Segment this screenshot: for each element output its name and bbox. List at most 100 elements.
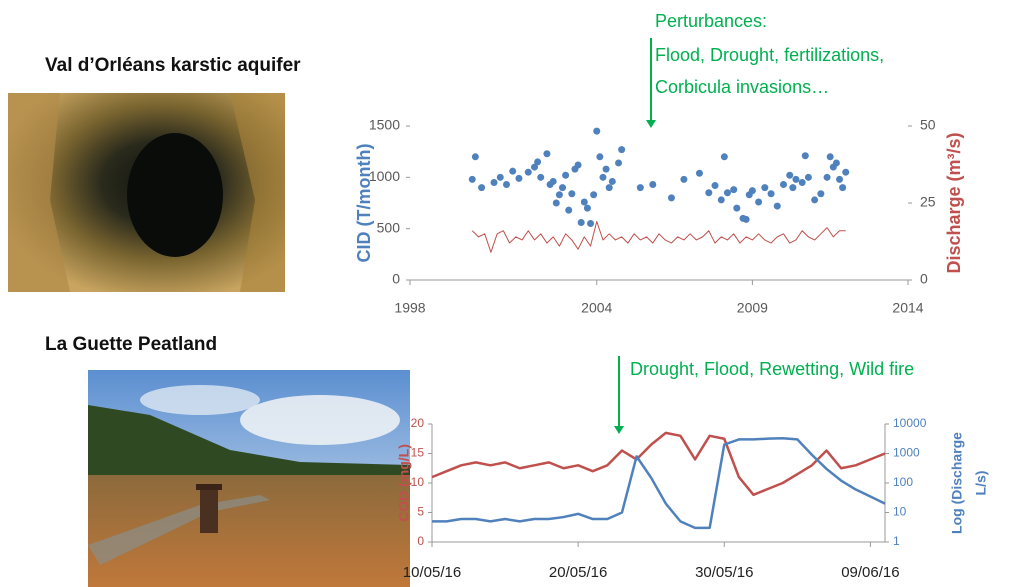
scatter-point	[748, 187, 756, 195]
data-line	[431, 431, 886, 497]
scatter-point	[767, 190, 775, 198]
x-tick-label: 2004	[581, 300, 612, 316]
y-tick-label: 5	[417, 505, 424, 519]
scatter-point	[568, 190, 576, 198]
scatter-point	[599, 173, 607, 181]
scatter-point	[711, 182, 719, 190]
scatter-point	[733, 204, 741, 212]
y2-tick-label: 100	[893, 475, 913, 489]
scatter-point	[811, 196, 819, 204]
scatter-point	[836, 175, 844, 183]
peatland-photo	[88, 370, 410, 587]
scatter-point	[789, 184, 797, 192]
x-tick-label: 10/05/16	[403, 564, 461, 581]
x-tick-label: 20/05/16	[549, 564, 607, 581]
section-title: Val d’Orléans karstic aquifer	[45, 55, 301, 76]
scatter-point	[780, 181, 787, 189]
annotation: Flood, Drought, fertilizations,	[655, 45, 884, 65]
scatter-point	[804, 173, 812, 181]
scatter-point	[798, 178, 806, 186]
scatter-point	[761, 184, 769, 192]
scatter-point	[730, 186, 738, 194]
scatter-point	[534, 158, 542, 166]
scatter-point	[490, 178, 498, 186]
scatter-point	[580, 198, 588, 206]
y-tick-label: 1500	[369, 117, 400, 133]
scatter-point	[524, 168, 532, 176]
y2-tick-label: 50	[920, 117, 936, 133]
data-line	[432, 436, 886, 530]
scatter-point	[543, 150, 551, 158]
scatter-point	[826, 153, 834, 161]
y2-tick-label: 1	[893, 534, 900, 548]
y-tick-label: 20	[411, 416, 425, 430]
scatter-point	[574, 161, 582, 169]
scatter-point	[720, 153, 728, 161]
arrow-head	[646, 120, 656, 128]
scatter-point	[618, 146, 626, 154]
y-tick-label: 15	[411, 446, 425, 460]
scatter-point	[832, 159, 840, 167]
scatter-point	[471, 153, 479, 161]
scatter-point	[839, 184, 847, 192]
y2-tick-label: 0	[920, 271, 928, 287]
x-tick-label: 30/05/16	[695, 564, 753, 581]
data-line	[471, 220, 846, 253]
scatter-point	[786, 171, 794, 179]
scatter-point	[531, 163, 538, 171]
scatter-point	[559, 184, 567, 192]
scatter-point	[695, 169, 703, 177]
y-tick-label: 10	[411, 475, 425, 489]
scatter-point	[590, 191, 598, 199]
scatter-point	[537, 173, 545, 181]
scatter-point	[587, 220, 595, 228]
scatter-point	[515, 174, 523, 182]
scatter-point	[509, 167, 517, 175]
scatter-point	[468, 175, 476, 183]
scatter-point	[608, 177, 616, 185]
scatter-point	[717, 196, 725, 204]
section-title: La Guette Peatland	[45, 334, 217, 355]
scatter-point	[583, 204, 591, 212]
y2-axis-title: Log (Discharge	[949, 432, 965, 534]
scatter-point	[667, 194, 675, 202]
y-tick-label: 500	[377, 219, 401, 235]
scatter-point	[593, 127, 601, 135]
scatter-point	[792, 175, 800, 183]
scatter-point	[549, 177, 557, 185]
scatter-point	[562, 171, 570, 179]
scatter-point	[755, 198, 763, 206]
scatter-point	[649, 181, 657, 189]
scatter-point	[742, 215, 750, 223]
scatter-point	[605, 184, 613, 192]
y2-tick-label: 10	[893, 505, 907, 519]
x-tick-label: 2009	[737, 300, 768, 316]
annotation: Corbicula invasions…	[655, 77, 829, 97]
scatter-point	[577, 219, 585, 227]
scatter-point	[478, 184, 486, 192]
y-axis-title: CID (T/month)	[354, 144, 374, 263]
y2-tick-label: 1000	[893, 446, 920, 460]
x-tick-label: 1998	[394, 300, 425, 316]
y-axis-title: COD (mg/L)	[396, 444, 412, 522]
scatter-point	[680, 175, 688, 183]
scatter-point	[552, 199, 560, 207]
scatter-point	[615, 159, 623, 167]
scatter-point	[842, 168, 850, 176]
annotation: Drought, Flood, Rewetting, Wild fire	[630, 359, 914, 379]
scatter-point	[636, 184, 644, 192]
annotation: Perturbances:	[655, 11, 767, 31]
scatter-point	[565, 206, 573, 214]
y2-tick-label: 25	[920, 194, 936, 210]
y-tick-label: 1000	[369, 168, 400, 184]
y2-axis-title: Discharge (m³/s)	[944, 132, 964, 273]
scatter-point	[817, 190, 825, 198]
y2-tick-label: 10000	[893, 416, 927, 430]
scatter-point	[801, 152, 809, 160]
scatter-point	[555, 191, 563, 199]
scatter-point	[823, 173, 831, 181]
cave-photo	[8, 93, 285, 292]
y-tick-label: 0	[417, 534, 424, 548]
scatter-point	[705, 189, 713, 197]
